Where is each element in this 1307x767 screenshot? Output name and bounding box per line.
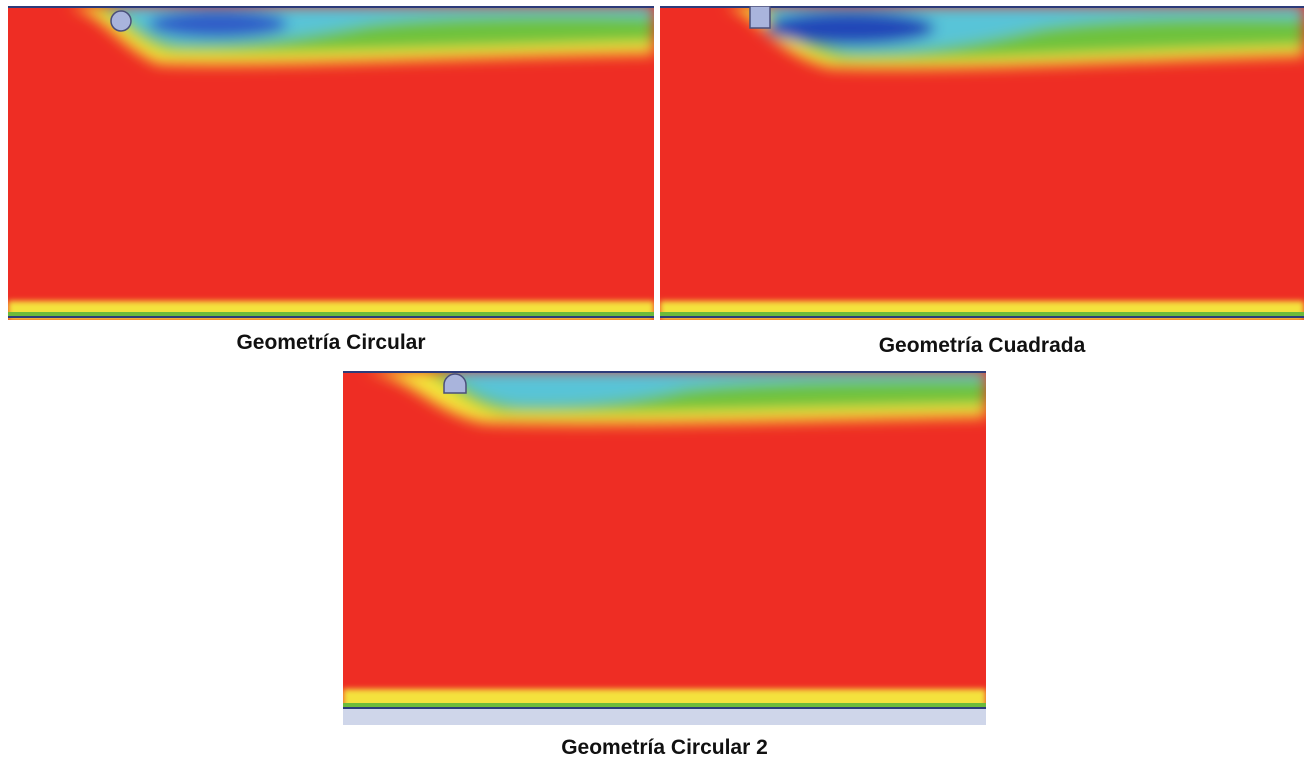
caption-geometria-cuadrada: Geometría Cuadrada [878, 334, 1086, 357]
contour-panel-circular [8, 6, 654, 320]
circular-obstacle [110, 10, 132, 32]
floor-green-band [8, 312, 654, 316]
caption-geometria-circular: Geometría Circular [236, 331, 426, 354]
wake-region [363, 371, 986, 425]
field-background [343, 371, 986, 725]
contour-panel-circular-2 [343, 371, 986, 725]
square-obstacle [749, 6, 771, 29]
floor-green-band [660, 312, 1304, 316]
panel-divider [655, 6, 659, 320]
contour-panel-cuadrada [660, 6, 1304, 320]
dome-obstacle [443, 373, 467, 394]
caption-geometria-circular-2: Geometría Circular 2 [561, 736, 768, 759]
floor-band [343, 709, 986, 725]
wake-region [725, 6, 1304, 69]
floor-green-band [343, 703, 986, 707]
wake-region [68, 6, 654, 65]
